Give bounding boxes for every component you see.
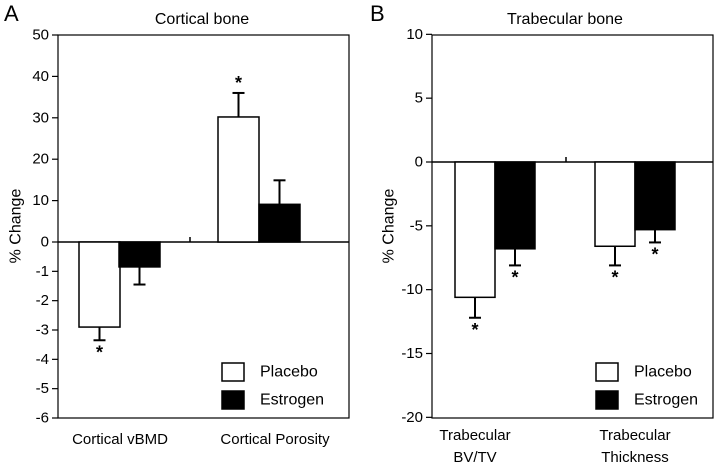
y-axis-label: % Change — [8, 189, 25, 264]
legend-swatch-placebo — [221, 362, 245, 382]
chart-title: Trabecular bone — [507, 11, 623, 28]
x-tick-label: Cortical vBMD — [72, 431, 168, 448]
plot-frame — [431, 34, 714, 419]
y-tick-label: -5 — [36, 380, 49, 397]
panel-b: B Trabecular bone % Change 10 5 0 -5 -10 -15 -20 *… — [370, 1, 714, 466]
y-tick-label: 30 — [32, 109, 49, 126]
y-tick-label: -15 — [401, 345, 423, 362]
legend-label-placebo: Placebo — [634, 364, 692, 381]
y-tick-label: 20 — [32, 151, 49, 168]
significance-marker: * — [511, 267, 518, 287]
panel-label: A — [4, 1, 19, 26]
y-tick-label: -5 — [410, 217, 423, 234]
y-tick-label: 50 — [32, 27, 49, 44]
y-tick-label: 0 — [41, 234, 49, 251]
legend: Placebo Estrogen — [221, 362, 324, 410]
legend-swatch-placebo — [595, 362, 619, 382]
y-tick-label: -3 — [36, 322, 49, 339]
significance-marker: * — [471, 320, 478, 340]
significance-marker: * — [611, 267, 618, 287]
significance-marker: * — [96, 342, 103, 362]
x-tick-label: BV/TV — [453, 449, 496, 466]
panel-label: B — [370, 1, 385, 26]
legend: Placebo Estrogen — [595, 362, 698, 410]
bar-estrogen-0 — [494, 161, 536, 250]
y-tick-label: -4 — [36, 351, 49, 368]
y-tick-label: -6 — [36, 410, 49, 427]
legend-label-estrogen: Estrogen — [260, 392, 324, 409]
significance-marker: * — [235, 73, 242, 93]
y-tick-label: 0 — [415, 154, 423, 171]
bar-placebo-0 — [78, 241, 121, 328]
x-tick-label: Trabecular — [439, 427, 510, 444]
legend-swatch-estrogen — [221, 390, 245, 410]
y-tick-label: -10 — [401, 281, 423, 298]
x-tick-label: Cortical Porosity — [220, 431, 330, 448]
y-tick-label: 40 — [32, 68, 49, 85]
y-tick-label: -1 — [36, 263, 49, 280]
y-tick-label: 10 — [32, 192, 49, 209]
x-tick-label: Trabecular — [599, 427, 670, 444]
legend-swatch-estrogen — [595, 390, 619, 410]
bar-placebo-0 — [454, 161, 496, 299]
plot-frame — [57, 34, 350, 419]
y-axis-label: % Change — [381, 189, 398, 264]
bar-placebo-1 — [217, 116, 260, 243]
significance-marker: * — [651, 244, 658, 264]
bar-estrogen-1 — [258, 203, 301, 243]
bar-placebo-1 — [594, 161, 636, 248]
bar-estrogen-0 — [118, 241, 161, 268]
y-tick-label: 10 — [406, 26, 423, 43]
legend-label-placebo: Placebo — [260, 364, 318, 381]
y-tick-label: 5 — [415, 90, 423, 107]
y-tick-label: -20 — [401, 409, 423, 426]
panel-a: A Cortical bone % Change 50 40 30 20 10 0 -1 -2 -3 -… — [4, 1, 350, 448]
x-tick-label: Thickness — [601, 449, 669, 466]
legend-label-estrogen: Estrogen — [634, 392, 698, 409]
bar-estrogen-1 — [634, 161, 676, 231]
y-tick-label: -2 — [36, 292, 49, 309]
chart-title: Cortical bone — [155, 11, 249, 28]
